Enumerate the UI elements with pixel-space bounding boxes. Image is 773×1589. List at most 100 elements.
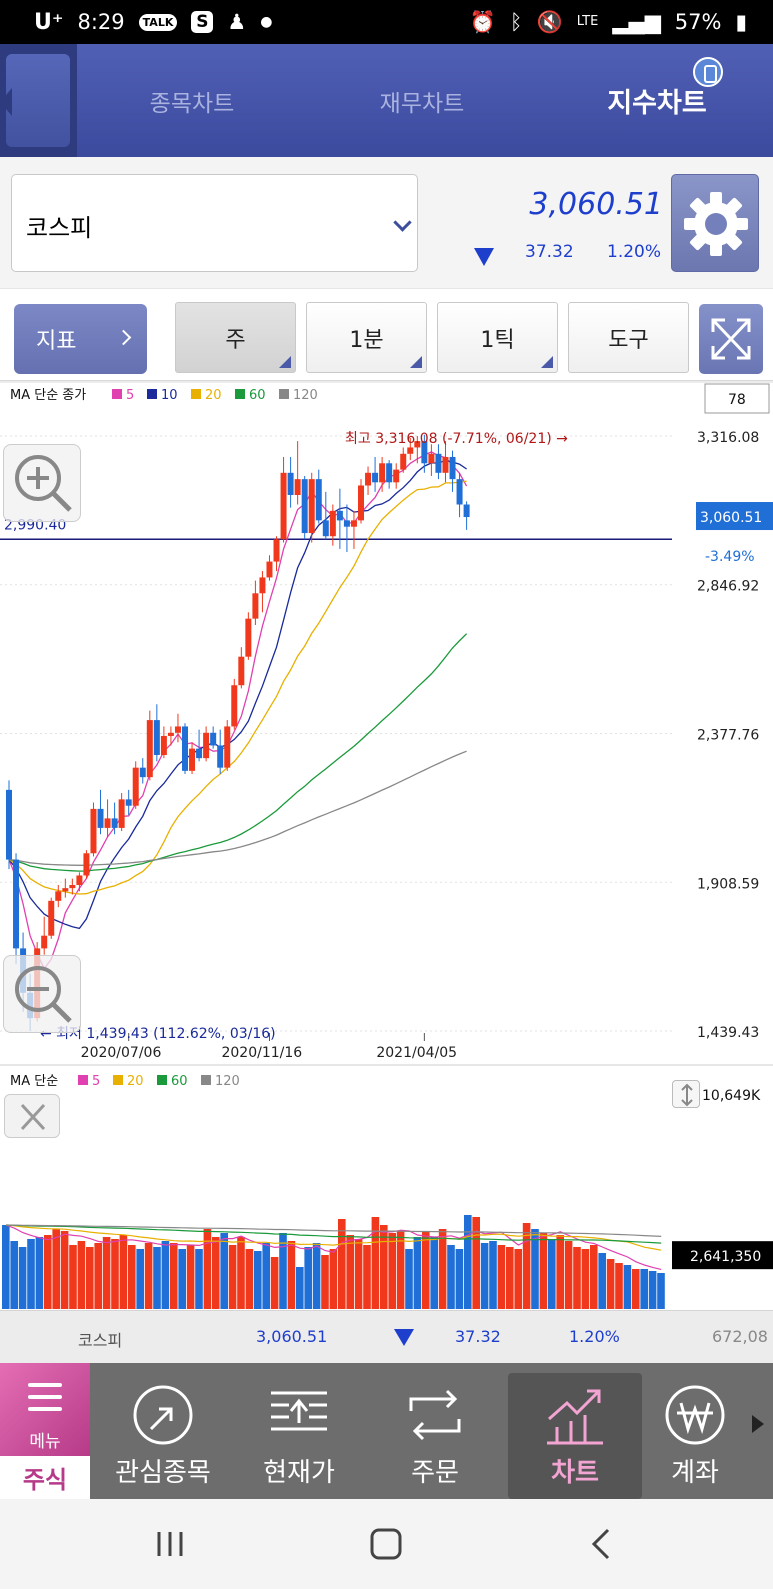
volume-bar: [10, 1240, 18, 1309]
volume-legend-prefix: MA 단순: [10, 1074, 58, 1089]
volume-bar: [480, 1242, 489, 1309]
back-icon[interactable]: [591, 1528, 610, 1560]
home-icon[interactable]: [370, 1528, 402, 1560]
volume-bar: [86, 1246, 94, 1309]
chart-type-tabs: 종목차트 재무차트 지수차트: [0, 44, 773, 157]
volume-bar: [464, 1214, 472, 1309]
zoom-out-icon: [15, 966, 72, 1023]
candle-body: [308, 479, 315, 534]
candle-body: [350, 520, 357, 527]
tab-stock-chart[interactable]: 종목차트: [149, 90, 235, 117]
kakaotalk-icon: TALK: [138, 13, 178, 31]
nav-account-label: 계좌: [671, 1458, 719, 1488]
nav-chart[interactable]: 차트: [508, 1373, 642, 1499]
candle-body: [301, 479, 308, 534]
index-select[interactable]: 코스피: [11, 174, 418, 272]
volume-bar: [438, 1228, 447, 1309]
ticker-change: 37.32: [455, 1327, 501, 1346]
close-volume-button[interactable]: [4, 1094, 60, 1138]
close-icon: [20, 1103, 46, 1131]
candle-body: [118, 799, 125, 828]
candle-body: [238, 656, 245, 686]
candle-body: [174, 726, 181, 733]
nav-more-arrow-icon[interactable]: [752, 1415, 764, 1433]
volume-bar: [321, 1254, 329, 1309]
volume-legend-label: 60: [171, 1074, 188, 1089]
min-annotation: ← 최저 1,439.43 (112.62%, 03/16): [40, 1026, 276, 1042]
ticker-pct: 1.20%: [569, 1327, 620, 1346]
s-app-icon: S: [191, 11, 214, 33]
y-tick-label: 2,846.92: [697, 579, 759, 595]
candle-body: [62, 888, 69, 892]
back-button[interactable]: [0, 44, 77, 157]
volume-bar: [60, 1230, 69, 1309]
volume-bar: [430, 1236, 438, 1309]
candle-body: [259, 577, 266, 594]
volume-bar: [648, 1270, 657, 1309]
menu-button[interactable]: 메뉴: [0, 1363, 90, 1456]
zoom-in-button[interactable]: [3, 444, 81, 522]
volume-legend-label: 120: [215, 1074, 240, 1089]
candle-body: [287, 472, 294, 495]
candle-body: [421, 441, 428, 464]
candle-body: [280, 472, 287, 540]
dropdown-corner-icon: [279, 356, 291, 368]
candle-body: [463, 504, 470, 518]
candle-body: [266, 561, 273, 578]
tools-button[interactable]: 도구: [568, 302, 689, 373]
volume-bar: [35, 1236, 44, 1309]
nav-account[interactable]: 계좌: [638, 1363, 752, 1499]
price-chart[interactable]: 3,316.08 2,846.92 2,377.76 1,908.59 1,439.43…: [0, 381, 773, 1310]
volume-bar: [405, 1248, 413, 1309]
stock-tab[interactable]: 주식: [0, 1456, 90, 1499]
volume-bar: [296, 1266, 304, 1309]
price-change: 37.32: [525, 242, 574, 262]
indicator-label: 지표: [36, 329, 77, 354]
ma-line-10: [8, 459, 467, 930]
candle-body: [343, 520, 350, 527]
candle-body: [273, 539, 280, 562]
ma-line-20: [8, 480, 467, 895]
period-1min-button[interactable]: 1분: [306, 302, 427, 373]
period-week-button[interactable]: 주: [175, 302, 296, 373]
person-icon: ♟: [227, 10, 247, 34]
candle-body: [456, 479, 463, 505]
carrier-label: U⁺: [34, 9, 64, 35]
volume-bar: [598, 1252, 606, 1309]
nav-interest[interactable]: 관심종목: [96, 1363, 230, 1499]
period-1tick-button[interactable]: 1틱: [437, 302, 558, 373]
fullscreen-button[interactable]: [699, 304, 763, 374]
volume-bar: [657, 1272, 665, 1309]
nav-order[interactable]: 주문: [368, 1363, 502, 1499]
resize-panel-button[interactable]: [672, 1080, 700, 1108]
zoom-out-button[interactable]: [3, 955, 81, 1033]
indicator-button[interactable]: 지표: [14, 304, 147, 374]
down-triangle-icon: [474, 248, 494, 266]
chart-area[interactable]: 3,316.08 2,846.92 2,377.76 1,908.59 1,439.43…: [0, 381, 773, 1310]
volume-legend-swatch: [78, 1075, 88, 1085]
tab-financial-chart[interactable]: 재무차트: [379, 90, 465, 117]
nav-current-price[interactable]: 현재가: [232, 1363, 366, 1499]
volume-bar: [573, 1246, 581, 1309]
legend-swatch: [191, 389, 201, 399]
current-price-tag: [696, 502, 773, 531]
ticker-strip[interactable]: 코스피 3,060.51 37.32 1.20% 672,08: [0, 1310, 773, 1363]
tab-index-chart[interactable]: 지수차트: [607, 88, 707, 119]
ticker-name: 코스피: [78, 1331, 123, 1350]
candle-body: [449, 456, 456, 480]
settings-button[interactable]: [671, 174, 759, 272]
x-tick-label: 2021/04/05: [376, 1045, 457, 1061]
back-arrow-icon: [0, 88, 12, 116]
ticker-price: 3,060.51: [256, 1327, 328, 1346]
candle-body: [48, 900, 55, 936]
candle-body: [182, 726, 188, 771]
volume-bar: [455, 1248, 464, 1309]
ma-legend-prefix: MA 단순 종가: [10, 388, 86, 403]
volume-bar: [220, 1232, 228, 1309]
recents-icon[interactable]: [157, 1532, 183, 1556]
volume-bar: [539, 1232, 548, 1309]
bar-count-box: [704, 383, 770, 414]
phone-badge-icon[interactable]: [693, 57, 723, 87]
quote-panel: 코스피 3,060.51 37.32 1.20%: [0, 157, 773, 288]
system-nav-icons: [157, 1528, 610, 1560]
